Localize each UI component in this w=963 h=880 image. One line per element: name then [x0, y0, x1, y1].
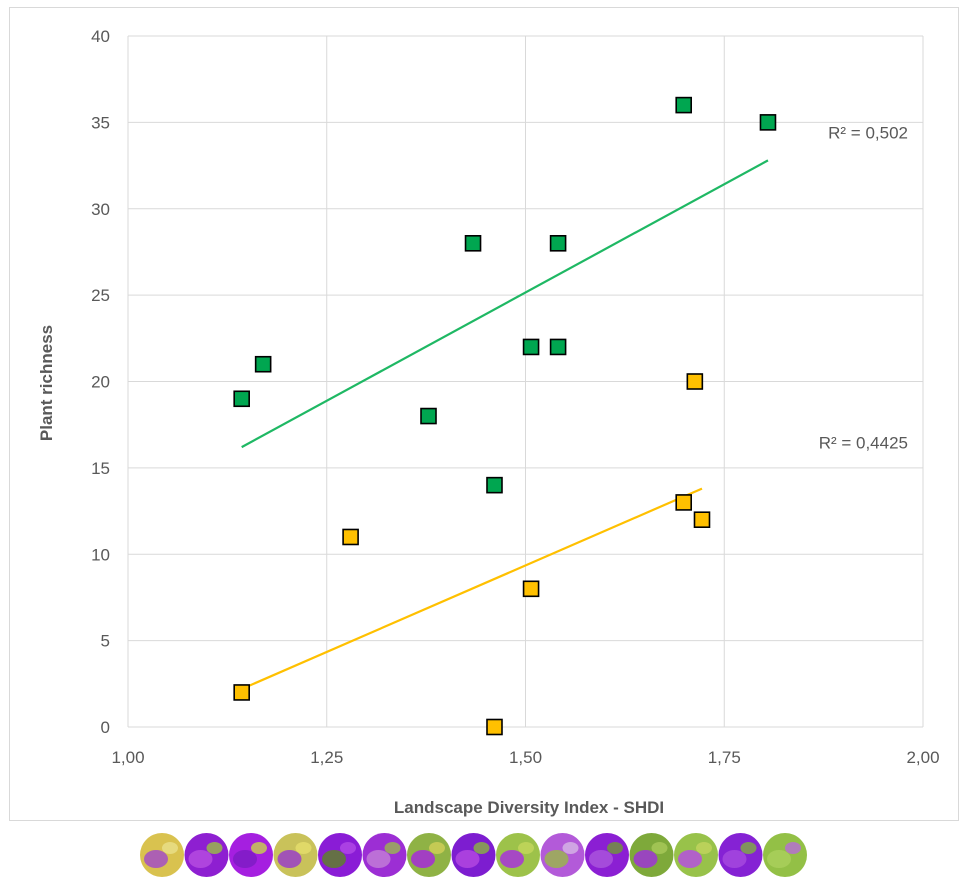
- trendline: [241, 159, 769, 449]
- y-tick-label: 15: [91, 459, 110, 478]
- r2-label: R² = 0,502: [828, 123, 908, 142]
- data-point: [522, 580, 540, 598]
- thumbnail-patch: [696, 842, 712, 854]
- scatter-chart: 0 5 10 15 20 25 30 35 40 1,00 1,25 1,50 1,75 2,00 Lan…: [37, 27, 940, 817]
- labels: Landscape Diversity Index - SHDI Plant r…: [37, 123, 908, 817]
- thumbnail-patch: [206, 842, 223, 854]
- y-tick-label: 25: [91, 286, 110, 305]
- x-tick-label: 2,00: [906, 748, 939, 767]
- data-point: [464, 235, 482, 252]
- thumbnail-patch: [144, 850, 168, 868]
- thumbnail-patch: [162, 842, 178, 854]
- thumbnail-patch: [518, 842, 534, 854]
- data-points: [233, 96, 777, 736]
- landscape-thumbnail: [362, 833, 407, 877]
- data-point: [522, 338, 540, 356]
- thumbnail-patch: [277, 850, 302, 868]
- y-tick-label: 35: [91, 113, 110, 132]
- data-point: [759, 114, 777, 131]
- axes: 0 5 10 15 20 25 30 35 40 1,00 1,25 1,50 1,75 2,00: [91, 27, 939, 767]
- landscape-thumbnail: [674, 833, 718, 877]
- data-point: [486, 718, 503, 736]
- landscape-thumbnail-strip: [140, 833, 807, 877]
- thumbnail-patch: [589, 850, 613, 868]
- thumbnail-patch: [188, 850, 213, 868]
- data-point: [693, 511, 711, 529]
- thumbnail-patch: [384, 842, 401, 854]
- data-point: [486, 476, 503, 494]
- thumbnail-patch: [429, 842, 445, 854]
- thumbnail-patch: [455, 850, 480, 868]
- thumbnail-patch: [633, 850, 658, 868]
- landscape-thumbnail: [318, 833, 362, 877]
- data-point: [549, 338, 567, 356]
- thumbnail-patch: [251, 842, 267, 854]
- thumbnail-patch: [322, 850, 346, 868]
- thumbnail-patch: [785, 842, 801, 854]
- thumbnail-patch: [607, 842, 623, 854]
- chart-frame: 0 5 10 15 20 25 30 35 40 1,00 1,25 1,50 1,75 2,00 Lan…: [9, 7, 959, 821]
- thumbnail-patch: [678, 850, 702, 868]
- thumbnail-patch: [740, 842, 757, 854]
- x-tick-label: 1,00: [111, 748, 144, 767]
- y-tick-label: 10: [91, 545, 110, 564]
- x-tick-label: 1,75: [708, 748, 741, 767]
- landscape-thumbnail: [184, 833, 229, 877]
- y-tick-label: 40: [91, 27, 110, 46]
- landscape-thumbnail: [451, 833, 496, 877]
- data-point: [420, 407, 437, 425]
- x-axis-title: Landscape Diversity Index - SHDI: [394, 798, 664, 817]
- thumbnail-patch: [411, 850, 435, 868]
- data-point: [675, 96, 693, 114]
- landscape-thumbnail: [763, 833, 807, 877]
- y-tick-label: 30: [91, 200, 110, 219]
- landscape-thumbnail: [540, 833, 585, 877]
- gridlines: [127, 35, 924, 728]
- data-point: [549, 235, 567, 252]
- data-point: [675, 494, 693, 511]
- data-point: [233, 390, 250, 408]
- landscape-thumbnail: [229, 833, 273, 877]
- x-tick-label: 1,50: [509, 748, 542, 767]
- landscape-thumbnail: [496, 833, 540, 877]
- data-point: [686, 373, 704, 390]
- thumbnail-patch: [767, 850, 791, 868]
- y-tick-label: 20: [91, 373, 110, 392]
- y-axis-title: Plant richness: [37, 325, 56, 441]
- thumbnail-patch: [544, 850, 569, 868]
- y-tick-label: 5: [101, 632, 110, 651]
- r2-label: R² = 0,4425: [819, 434, 908, 453]
- thumbnail-patch: [473, 842, 490, 854]
- data-point: [233, 684, 250, 701]
- thumbnail-patch: [233, 850, 257, 868]
- thumbnail-patch: [366, 850, 391, 868]
- trendline: [241, 487, 703, 691]
- landscape-thumbnail: [407, 833, 451, 877]
- thumbnail-patch: [722, 850, 747, 868]
- thumbnail-patch: [562, 842, 579, 854]
- x-tick-label: 1,25: [310, 748, 343, 767]
- landscape-thumbnail: [140, 833, 184, 877]
- data-point: [254, 355, 272, 373]
- thumbnail-patch: [295, 842, 312, 854]
- data-point: [342, 528, 359, 546]
- landscape-thumbnail: [629, 833, 674, 877]
- thumbnail-patch: [651, 842, 668, 854]
- thumbnail-patch: [340, 842, 356, 854]
- landscape-thumbnail: [273, 833, 318, 877]
- landscape-thumbnail: [718, 833, 763, 877]
- landscape-thumbnail: [585, 833, 629, 877]
- y-tick-label: 0: [101, 718, 110, 737]
- trendlines: [241, 159, 769, 691]
- thumbnail-patch: [500, 850, 524, 868]
